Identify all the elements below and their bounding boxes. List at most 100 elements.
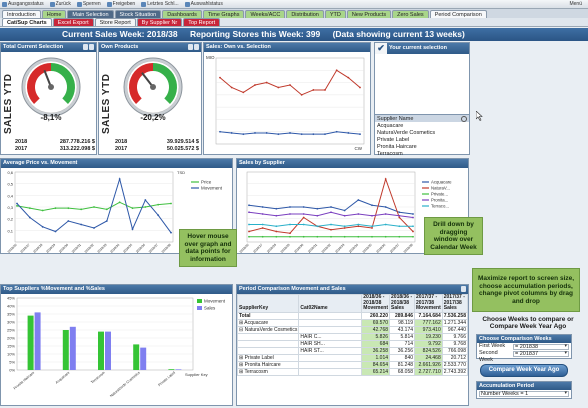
column-header[interactable]: 2018/36 - 2018/38 Movement [361, 294, 391, 313]
tab-dashboards[interactable]: Dashboards [162, 10, 202, 18]
data-point [289, 206, 291, 208]
category-cell [298, 367, 363, 376]
value-cell: 98.119 [389, 318, 416, 327]
year-label: 2017 [15, 146, 28, 152]
sales-by-supplier-chart[interactable]: 2018/26 2018/27 2018/28 2018/29 2018/30 2018/… [237, 168, 468, 254]
minimize-icon[interactable] [89, 44, 94, 50]
bar [98, 331, 104, 370]
x-tick-label: 2018/33 [334, 243, 345, 253]
tab-distribution[interactable]: Distribution [286, 10, 324, 18]
list-item[interactable]: Acquacare [377, 123, 404, 129]
compare-week-year-ago-button[interactable]: Compare Week Year Ago [480, 364, 568, 377]
table-row[interactable]: ⊞ Terracosm 65.214 68.058 2.727.710 2.743.39… [236, 367, 469, 376]
data-point [312, 89, 315, 91]
supplier-cell: ⊞ Terracosm [236, 367, 300, 376]
data-point [275, 235, 278, 238]
reporting-stores-text: Reporting Stores this Week: 399 [189, 29, 321, 39]
menu-button[interactable]: Menü [569, 1, 582, 7]
table-row[interactable]: ⊞ Acquacare 69.570 98.119 777.162 1.271.344 [236, 318, 469, 327]
data-point [330, 206, 332, 208]
column-header[interactable]: SupplierKey [236, 294, 300, 313]
xl-icon[interactable] [188, 44, 193, 50]
toolbar-item[interactable]: Ausgangsstatus [2, 1, 44, 7]
toolbar-item[interactable]: Zurück [49, 1, 71, 7]
column-header[interactable]: 2017/37 - 2017/38 Sales [441, 294, 469, 313]
sales-own-vs-selection-chart[interactable]: MIO CW [204, 52, 370, 154]
toolbar-item[interactable]: Freigeben [106, 1, 135, 7]
tab-introduction[interactable]: Introduction [2, 10, 41, 18]
tab-main-selection[interactable]: Main Selection [67, 10, 114, 18]
panel-header: Own Products [99, 43, 201, 52]
table-row[interactable]: Total 260.220 289.846 7.164.684 7.536.258 [236, 311, 469, 320]
x-tick-label: 2018/37 [389, 243, 400, 253]
panel-controls[interactable] [188, 44, 199, 50]
table-row[interactable]: HAIR C... 5.826 5.814 19.230 9.766 [236, 332, 469, 341]
second-week-select[interactable]: = 201837 [513, 350, 569, 357]
tab-weeks-acc[interactable]: Weeks/ACC [245, 10, 286, 18]
subtab-excel-export[interactable]: Excel Export [52, 18, 94, 26]
sales-gauge-total[interactable] [21, 57, 81, 117]
list-item[interactable]: Pronita Haircare [377, 144, 417, 150]
tab-home[interactable]: Home [41, 10, 67, 18]
list-item[interactable]: Terracosm [377, 151, 403, 157]
y-tick-label: 0,5 [7, 182, 13, 187]
toolbar-item[interactable]: Sperren [76, 1, 101, 7]
table-row[interactable]: ⊟ NaturaVerde Cosmetics 42.768 43.174 973.4… [236, 325, 469, 334]
top-suppliers-chart[interactable]: 45% 40% 35% 30% 25% 20% 15% 10% 5% 0%Pronita Hair… [1, 294, 232, 405]
data-point [324, 89, 326, 91]
column-header[interactable]: 2018/36 - 2018/38 Sales [389, 294, 416, 313]
supplier-name-listbox-header[interactable]: Supplier Name [375, 114, 469, 122]
tab-period-comparison[interactable]: Period Comparison [429, 10, 487, 18]
first-week-select[interactable]: = 201838 [513, 343, 569, 350]
subtab-top-report[interactable]: Top Report [183, 18, 221, 26]
table-row[interactable]: HAIR ST... 36.258 36.256 824.526 766.098 [236, 346, 469, 355]
x-tick-label: 2018/36 [375, 243, 386, 253]
page-title-banner: Current Sales Week: 2018/38 Reporting St… [0, 28, 588, 41]
x-tick-label: 2018/30 [58, 243, 69, 253]
table-row[interactable]: ⊞ Private Label 1.014 840 24.468 20.712 [236, 353, 469, 362]
data-point [248, 235, 250, 238]
data-point [412, 216, 414, 219]
data-point [330, 223, 332, 226]
sales-gauge-own[interactable] [123, 57, 183, 117]
subtab-store-report[interactable]: Store Report [94, 18, 136, 26]
subtab-by-supplier-nr[interactable]: By Supplier Nr [136, 18, 183, 26]
subtab-cat-sup-charts[interactable]: Cat/Sup Charts [2, 18, 52, 26]
search-icon[interactable] [461, 116, 467, 122]
tab-new-products[interactable]: New Products [346, 10, 392, 18]
table-row[interactable]: ⊞ Pronita Haircare 84.654 81.248 2.661.926 2… [236, 360, 469, 369]
data-point [343, 214, 346, 217]
total-current-selection-panel: Total Current Selection SALES YTD -8,1% … [0, 42, 97, 155]
data-point [41, 209, 44, 212]
toolbar-item-label: Letztes Schl... [147, 1, 179, 7]
tab-zero-sales[interactable]: Zero Sales [392, 10, 429, 18]
panel-title: Your current selection [389, 45, 447, 51]
tab-stock-situation[interactable]: Stock Situation [114, 10, 162, 18]
panel-controls[interactable] [461, 286, 466, 292]
list-item[interactable]: NaturaVerde Cosmetics [377, 130, 436, 136]
tab-time-graphs[interactable]: Time Graphs [202, 10, 245, 18]
toolbar-item[interactable]: Letztes Schl... [141, 1, 179, 7]
column-header[interactable]: Cat02Name [298, 294, 363, 313]
current-selection-panel: ✔ Your current selection Supplier Name A… [374, 42, 470, 157]
box-title: Accumulation Period [477, 382, 571, 390]
tab-ytd[interactable]: YTD [324, 10, 346, 18]
minimize-icon[interactable] [194, 44, 199, 50]
accumulation-select[interactable]: Number Weeks = 1 [479, 390, 569, 397]
toolbar-item[interactable]: Auswahlstatus [184, 1, 223, 7]
xl-icon[interactable] [83, 44, 88, 50]
data-point [144, 199, 147, 201]
y-tick-label: 5% [9, 360, 15, 365]
table-row[interactable]: HAIR SH... 684 714 9.792 9.768 [236, 339, 469, 348]
x-tick-label: 2018/31 [71, 243, 82, 253]
data-point [398, 211, 401, 214]
list-item[interactable]: Private Label [377, 137, 410, 143]
panel-controls[interactable] [83, 44, 94, 50]
data-point [219, 76, 221, 79]
sales-week-text: Current Sales Week: 2018/38 [62, 29, 178, 39]
maximize-icon[interactable] [461, 286, 466, 292]
hover-tip-callout: Hover mouse over graph and data points f… [179, 229, 237, 267]
column-header[interactable]: 2017/37 - 2017/38 Movement [414, 294, 443, 313]
y-tick-label: 0,2 [7, 217, 13, 222]
